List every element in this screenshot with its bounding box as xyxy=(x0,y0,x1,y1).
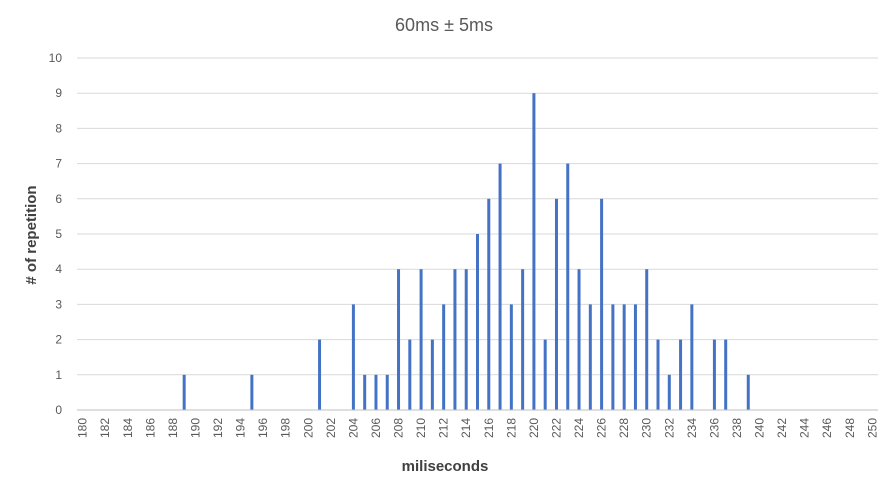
x-tick-label: 236 xyxy=(707,418,721,438)
x-tick-label: 220 xyxy=(527,418,541,438)
x-tick-label: 244 xyxy=(798,418,812,438)
y-axis-title: # of repetition xyxy=(23,185,40,284)
bar xyxy=(397,269,401,410)
x-tick-label: 210 xyxy=(414,418,428,438)
bar xyxy=(622,304,626,410)
bar xyxy=(554,198,558,410)
bar xyxy=(588,304,592,410)
x-tick-label: 234 xyxy=(685,418,699,438)
bar xyxy=(487,198,491,410)
bar xyxy=(318,339,322,410)
x-tick-label: 222 xyxy=(549,418,563,438)
x-tick-label: 204 xyxy=(346,418,360,438)
bar xyxy=(442,304,446,410)
x-tick-label: 188 xyxy=(166,418,180,438)
x-tick-label: 192 xyxy=(211,418,225,438)
bar xyxy=(363,374,367,410)
x-tick-label: 200 xyxy=(301,418,315,438)
y-tick-label: 7 xyxy=(55,157,62,171)
y-tick-label: 4 xyxy=(55,262,62,276)
bar xyxy=(532,93,536,410)
x-tick-label: 216 xyxy=(482,418,496,438)
x-tick-label: 196 xyxy=(256,418,270,438)
x-tick-label: 246 xyxy=(820,418,834,438)
bar xyxy=(521,269,525,410)
bar xyxy=(600,198,604,410)
x-tick-label: 184 xyxy=(121,418,135,438)
bars xyxy=(182,93,750,410)
x-axis-ticks: 180 182 184 186 188 190 192 194 196 198 200 202 204 2… xyxy=(76,418,880,438)
x-tick-label: 180 xyxy=(76,418,90,438)
x-tick-label: 230 xyxy=(640,418,654,438)
x-tick-label: 242 xyxy=(775,418,789,438)
x-tick-label: 218 xyxy=(504,418,518,438)
bar xyxy=(656,339,660,410)
y-tick-label: 10 xyxy=(49,51,63,65)
x-tick-label: 182 xyxy=(98,418,112,438)
bar xyxy=(498,163,502,410)
bar xyxy=(476,234,479,410)
bar xyxy=(543,339,547,410)
x-tick-label: 228 xyxy=(617,418,631,438)
x-tick-label: 194 xyxy=(234,418,248,438)
y-tick-label: 3 xyxy=(55,297,62,311)
bar xyxy=(667,374,671,410)
y-tick-label: 9 xyxy=(55,86,62,100)
y-tick-label: 5 xyxy=(55,227,62,241)
bar xyxy=(679,339,683,410)
x-tick-label: 186 xyxy=(143,418,157,438)
bar xyxy=(351,304,355,410)
x-tick-label: 214 xyxy=(459,418,473,438)
x-tick-label: 212 xyxy=(437,418,451,438)
x-tick-label: 226 xyxy=(595,418,609,438)
x-axis-title: miliseconds xyxy=(402,458,489,475)
bar xyxy=(182,374,186,410)
y-tick-label: 1 xyxy=(55,368,62,382)
bar xyxy=(250,374,254,410)
chart-title: 60ms ± 5ms xyxy=(395,15,493,35)
bar xyxy=(690,304,694,410)
bar xyxy=(724,339,728,410)
bar xyxy=(712,339,716,410)
bar xyxy=(633,304,637,410)
bar xyxy=(577,269,581,410)
bar xyxy=(419,269,423,410)
y-tick-label: 2 xyxy=(55,333,62,347)
x-tick-label: 208 xyxy=(392,418,406,438)
x-tick-label: 232 xyxy=(662,418,676,438)
x-tick-label: 198 xyxy=(279,418,293,438)
x-tick-label: 202 xyxy=(324,418,338,438)
bar xyxy=(453,269,457,410)
x-tick-label: 190 xyxy=(188,418,202,438)
bar xyxy=(566,163,570,410)
bar xyxy=(374,374,378,410)
x-tick-label: 250 xyxy=(865,418,879,438)
x-tick-label: 240 xyxy=(753,418,767,438)
x-tick-label: 206 xyxy=(369,418,383,438)
bar xyxy=(509,304,513,410)
bar xyxy=(645,269,649,410)
bar xyxy=(464,269,468,410)
bar xyxy=(430,339,434,410)
x-tick-label: 238 xyxy=(730,418,744,438)
bar xyxy=(746,374,750,410)
bar xyxy=(611,304,615,410)
x-tick-label: 248 xyxy=(843,418,857,438)
y-axis-ticks: 0 1 2 3 4 5 6 7 8 9 10 xyxy=(49,51,63,417)
bar xyxy=(408,339,412,410)
x-tick-label: 224 xyxy=(572,418,586,438)
y-tick-label: 0 xyxy=(55,403,62,417)
y-tick-label: 8 xyxy=(55,121,62,135)
bar xyxy=(385,374,389,410)
y-tick-label: 6 xyxy=(55,192,62,206)
